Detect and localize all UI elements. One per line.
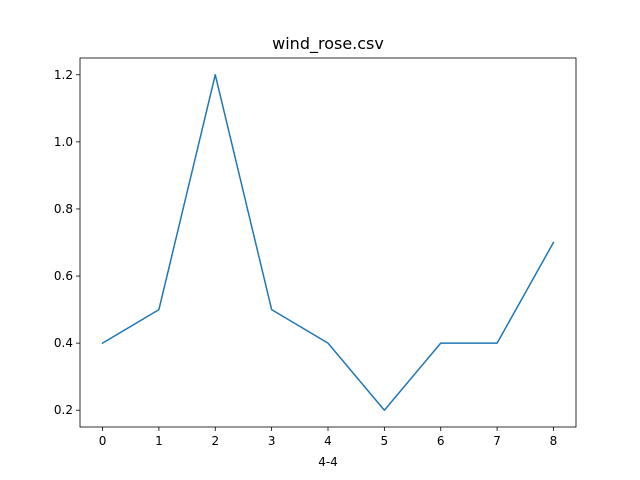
x-tick-label: 5 — [381, 434, 389, 448]
y-tick-label: 1.2 — [54, 68, 73, 82]
y-tick-label: 0.2 — [54, 403, 73, 417]
x-tick-label: 7 — [493, 434, 501, 448]
y-tick-label: 0.6 — [54, 269, 73, 283]
series-line — [101, 74, 555, 411]
x-axis-label: 4-4 — [318, 455, 338, 469]
x-tick-label: 3 — [268, 434, 276, 448]
chart-title: wind_rose.csv — [272, 34, 384, 54]
y-axis: 0.2 0.4 0.6 0.8 1.0 1.2 — [54, 68, 80, 417]
x-tick-label: 1 — [155, 434, 163, 448]
y-tick-label: 1.0 — [54, 135, 73, 149]
x-tick-label: 8 — [550, 434, 558, 448]
x-tick-label: 2 — [211, 434, 219, 448]
x-tick-label: 6 — [437, 434, 445, 448]
x-tick-label: 0 — [99, 434, 107, 448]
y-tick-label: 0.4 — [54, 336, 73, 350]
x-axis: 0 1 2 3 4 5 6 7 8 — [99, 427, 558, 448]
y-tick-label: 0.8 — [54, 202, 73, 216]
series-layer — [101, 74, 555, 411]
x-tick-label: 4 — [324, 434, 332, 448]
plot-area-frame — [79, 57, 577, 428]
